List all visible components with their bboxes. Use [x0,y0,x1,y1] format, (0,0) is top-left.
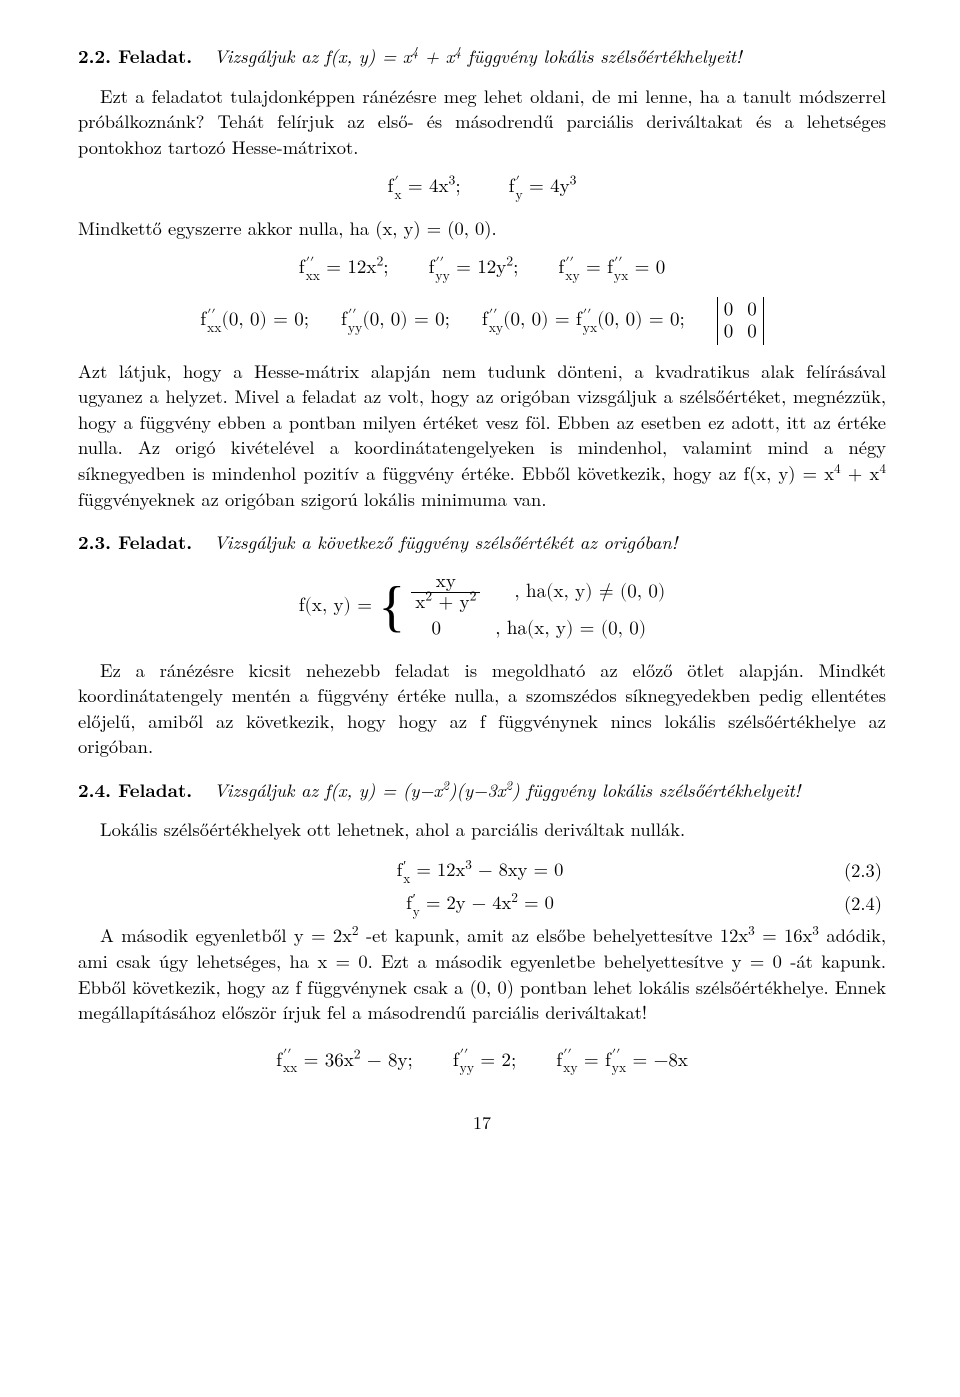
eq-number: (2.3) [830,858,886,884]
sec23-statement: Vizsgáljuk a következő függvény szélsőér… [214,529,678,555]
sec24-p2: A második egyenletből y = 2x2 -et kapunk… [78,923,886,1025]
sec23-label: 2.3. Feladat. [78,529,192,555]
left-brace-icon: { [378,579,405,635]
sec24-statement: Vizsgáljuk az f(x, y) = (y−x2)(y−3x2) fü… [214,777,801,803]
sec24-heading: 2.4. Feladat. Vizsgáljuk az f(x, y) = (y… [78,778,886,804]
sec23-p1: Ez a ránézésre kicsit nehezebb feladat i… [78,658,886,760]
sec24-label: 2.4. Feladat. [78,777,192,803]
eq-number: (2.4) [830,891,886,917]
sec22-eq2: f′′xx = 12x2; f′′yy = 12y2; f′′xy = f′′y… [78,255,886,283]
sec22-statement: Vizsgáljuk az f(x, y) = x4 + x4 függvény… [214,43,742,69]
sec24-eq2: f′y = 2y − 4x2 = 0 (2.4) [78,890,886,917]
sec23-piecewise: f(x, y) = { xy x2 + y2 , ha(x, y) ≠ (0, … [78,570,886,644]
sec22-heading: 2.2. Feladat. Vizsgáljuk az f(x, y) = x4… [78,44,886,70]
sec24-eq3: f′′xx = 36x2 − 8y; f′′yy = 2; f′′xy = f′… [78,1048,886,1076]
piecewise-lhs: f(x, y) = [299,596,379,615]
sec23-heading: 2.3. Feladat. Vizsgáljuk a következő füg… [78,530,886,556]
sec22-eq3: f′′xx(0, 0) = 0; f′′yy(0, 0) = 0; f′′xy(… [78,297,886,345]
sec22-label: 2.2. Feladat. [78,43,192,69]
sec22-p1: Ezt a feladatot tulajdonképpen ránézésre… [78,84,886,161]
sec22-p3: Azt látjuk, hogy a Hesse-mátrix alapján … [78,359,886,512]
determinant: 00 00 [717,297,764,345]
sec22-eq1: f′x = 4x3; f′y = 4y3 [78,174,886,202]
sec24-eq1: f′x = 12x3 − 8xy = 0 (2.3) [78,857,886,884]
sec24-p1: Lokális szélsőértékhelyek ott lehetnek, … [78,817,886,843]
page: 2.2. Feladat. Vizsgáljuk az f(x, y) = x4… [0,0,960,1186]
page-number: 17 [78,1111,886,1136]
sec22-p2: Mindkettő egyszerre akkor nulla, ha (x, … [78,216,886,242]
